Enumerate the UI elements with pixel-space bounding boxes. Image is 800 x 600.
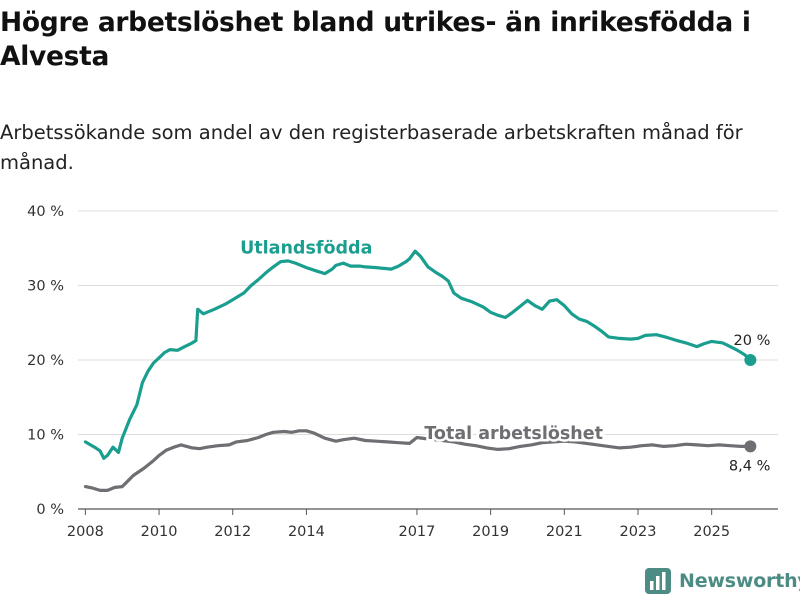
- end-point-total-arbetsl-shet: [744, 440, 757, 453]
- series-label-total-arbetsl-shet: Total arbetslöshet: [424, 424, 603, 444]
- end-value-label-total-arbetsl-shet: 8,4 %: [729, 458, 770, 474]
- gridlines: [78, 210, 778, 510]
- x-tick-label: 2012: [214, 524, 251, 540]
- y-tick-label: 10 %: [27, 428, 64, 444]
- end-point-utlandsf-dda: [744, 354, 757, 366]
- series-line-total-arbetsl-shet: [83, 429, 752, 492]
- chart-subtitle: Arbetssökande som andel av den registerb…: [0, 121, 743, 174]
- end-value-label-utlandsf-dda: 20 %: [734, 333, 771, 349]
- series-line-utlandsf-dda: [83, 249, 752, 460]
- brand-name: Newsworthy: [679, 570, 800, 592]
- x-tick-label: 2010: [141, 524, 178, 540]
- bar-chart-logo-icon: [645, 568, 671, 594]
- x-tick-label: 2025: [693, 524, 730, 540]
- x-tick-label: 2014: [288, 524, 325, 540]
- series-labels: Utlandsfödda 20 % Total arbetslöshet 8,4 %: [238, 236, 771, 474]
- newsworthy-logo[interactable]: Newsworthy: [645, 568, 800, 594]
- x-tick-label: 2023: [620, 524, 657, 540]
- chart-title: Högre arbetslöshet bland utrikes- än inr…: [0, 7, 751, 72]
- y-tick-label: 30 %: [27, 279, 64, 295]
- series-label-utlandsf-dda: Utlandsfödda: [240, 238, 372, 258]
- x-tick-label: 2021: [546, 524, 583, 540]
- y-tick-label: 20 %: [27, 353, 64, 369]
- y-tick-label: 40 %: [27, 204, 64, 220]
- x-tick-label: 2008: [67, 524, 104, 540]
- x-tick-label: 2017: [398, 524, 435, 540]
- axes: 0 % 10 % 20 % 30 % 40 % 2008 2010 2012 2014 2017 2…: [27, 204, 730, 540]
- y-tick-label: 0 %: [36, 502, 64, 518]
- x-tick-label: 2019: [472, 524, 509, 540]
- series-lines: [83, 249, 757, 492]
